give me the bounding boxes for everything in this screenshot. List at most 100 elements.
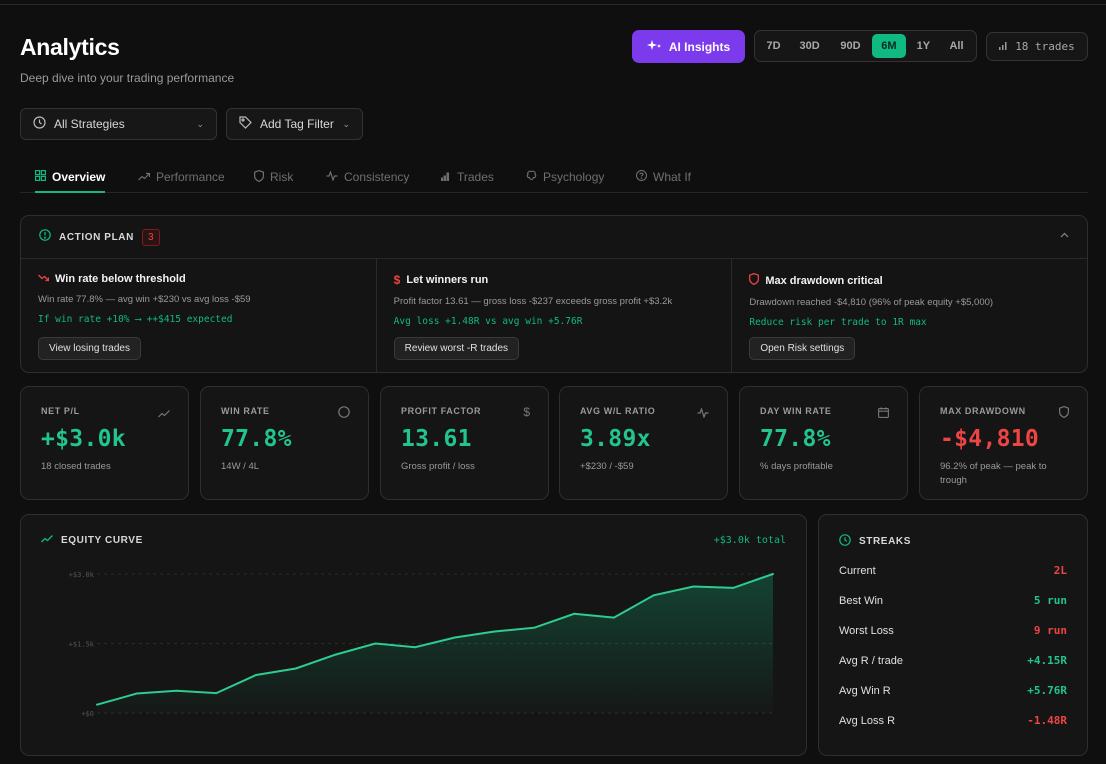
range-30d-button[interactable]: 30D <box>799 40 820 52</box>
streak-label: Current <box>839 564 876 577</box>
trend-icon <box>158 405 170 423</box>
open-risk-settings-button[interactable]: Open Risk settings <box>749 337 856 360</box>
equity-line <box>96 573 774 706</box>
action-item-hint: If win rate +10% ⟶ ++$415 expected <box>38 314 233 325</box>
ai-insights-label: AI Insights <box>668 39 731 54</box>
streak-row: Avg R / trade +4.15R <box>839 654 1067 667</box>
tab-what-if[interactable]: What If <box>635 162 691 192</box>
equity-point <box>493 630 496 633</box>
equity-point <box>135 692 138 695</box>
tab-psychology[interactable]: Psychology <box>526 162 604 192</box>
action-item-title: Max drawdown critical <box>765 274 883 287</box>
stat-card-net-pl: NET P/L +$3.0k 18 closed trades <box>20 386 189 500</box>
stat-value: +$3.0k <box>41 426 126 452</box>
pulse-icon <box>697 405 709 423</box>
streak-value: 5 run <box>1033 594 1067 607</box>
tab-psychology-label: Psychology <box>543 170 605 184</box>
action-item: Win rate below threshold Win rate 77.8% … <box>21 259 377 372</box>
y-tick-label: +$1.5k <box>69 641 95 649</box>
tab-consistency[interactable]: Consistency <box>326 162 409 192</box>
view-losing-trades-button[interactable]: View losing trades <box>38 337 141 360</box>
streak-label: Best Win <box>839 594 884 607</box>
chevron-down-icon: ⌄ <box>196 118 204 129</box>
action-item-hint: Reduce risk per trade to 1R max <box>749 317 927 328</box>
streaks-panel: STREAKS Current 2L Best Win 5 run Worst Loss… <box>818 514 1088 756</box>
range-90d-button[interactable]: 90D <box>840 40 861 52</box>
tag-filter-dropdown[interactable]: Add Tag Filter ⌄ <box>226 108 363 140</box>
page-subtitle: Deep dive into your trading performance <box>20 71 235 85</box>
tab-performance-label: Performance <box>156 170 225 184</box>
analytics-tabs: Overview Performance Risk Consistency Tr… <box>20 162 1088 193</box>
tab-risk[interactable]: Risk <box>254 162 293 192</box>
stat-label: WIN RATE <box>221 406 270 416</box>
equity-point <box>175 689 178 692</box>
streak-row: Best Win 5 run <box>839 594 1067 607</box>
trend-icon <box>41 534 53 546</box>
action-item-title: Let winners run <box>406 274 489 286</box>
equity-point <box>692 585 695 588</box>
equity-point <box>294 667 297 670</box>
equity-point <box>374 642 377 645</box>
stat-value: 77.8% <box>760 426 831 452</box>
range-1y-button[interactable]: 1Y <box>916 40 931 52</box>
equity-point <box>255 674 258 677</box>
equity-area <box>97 574 773 713</box>
pulse-icon <box>326 170 338 184</box>
equity-point <box>612 616 615 619</box>
tab-trades[interactable]: Trades <box>440 162 494 192</box>
equity-point <box>652 594 655 597</box>
brain-icon <box>526 170 537 184</box>
stat-value: 77.8% <box>221 426 292 452</box>
streak-row: Worst Loss 9 run <box>839 624 1067 637</box>
stat-subtext: 96.2% of peak — peak to trough <box>940 461 1047 486</box>
stat-subtext: 18 closed trades <box>41 461 111 472</box>
shield-icon <box>254 169 264 185</box>
equity-point <box>215 692 218 695</box>
tab-trades-label: Trades <box>457 170 494 184</box>
equity-curve-title: EQUITY CURVE <box>61 534 143 546</box>
action-plan-header[interactable]: ACTION PLAN 3 <box>21 216 1087 259</box>
review-worst-trades-button[interactable]: Review worst -R trades <box>393 337 520 360</box>
action-item: Max drawdown critical Drawdown reached -… <box>732 259 1087 372</box>
streaks-header: STREAKS <box>839 534 911 549</box>
date-range-selector: 7D 30D 90D 6M 1Y All <box>754 30 977 62</box>
streak-row: Avg Loss R -1.48R <box>839 714 1067 727</box>
action-item-description: Profit factor 13.61 — gross loss -$237 e… <box>393 296 673 307</box>
ai-insights-button[interactable]: AI Insights <box>632 30 745 63</box>
tab-overview[interactable]: Overview <box>35 162 106 193</box>
target-icon <box>338 405 350 423</box>
range-6m-button[interactable]: 6M <box>871 34 906 58</box>
equity-curve-chart: +$0 +$1.5k +$3.0k <box>69 571 774 718</box>
page-title: Analytics <box>20 34 120 60</box>
clock-icon <box>33 116 46 132</box>
action-plan-count-badge: 3 <box>141 228 160 246</box>
equity-total: +$3.0k total <box>713 535 786 546</box>
equity-curve-header: EQUITY CURVE <box>41 534 143 546</box>
range-7d-button[interactable]: 7D <box>766 40 781 52</box>
calendar-icon <box>878 405 889 423</box>
range-all-button[interactable]: All <box>949 40 964 52</box>
stat-card-win-rate: WIN RATE 77.8% 14W / 4L <box>200 386 369 500</box>
stat-label: DAY WIN RATE <box>760 406 832 416</box>
tab-consistency-label: Consistency <box>344 170 410 184</box>
bars-icon <box>440 170 451 184</box>
action-plan-panel: ACTION PLAN 3 Win rate below threshold W… <box>20 215 1088 373</box>
equity-point <box>533 626 536 629</box>
trades-count-label: 18 trades <box>1015 40 1075 53</box>
trend-down-icon <box>38 273 50 285</box>
action-item-description: Win rate 77.8% — avg win +$230 vs avg lo… <box>38 294 251 305</box>
stat-label: NET P/L <box>41 406 80 416</box>
stat-subtext: 14W / 4L <box>221 461 260 472</box>
equity-point <box>732 586 735 589</box>
action-item-title: Win rate below threshold <box>55 273 186 285</box>
stat-subtext: +$230 / -$59 <box>580 461 634 472</box>
stat-card-max-drawdown: MAX DRAWDOWN -$4,810 96.2% of peak — pea… <box>919 386 1088 500</box>
tab-performance[interactable]: Performance <box>138 162 225 192</box>
y-tick-label: +$3.0k <box>69 571 95 579</box>
stat-subtext: % days profitable <box>760 461 833 472</box>
chevron-up-icon[interactable] <box>1060 230 1069 241</box>
strategy-filter-dropdown[interactable]: All Strategies ⌄ <box>20 108 217 140</box>
streak-value: -1.48R <box>1027 714 1067 727</box>
alert-circle-icon <box>39 228 51 246</box>
equity-point <box>414 646 417 649</box>
